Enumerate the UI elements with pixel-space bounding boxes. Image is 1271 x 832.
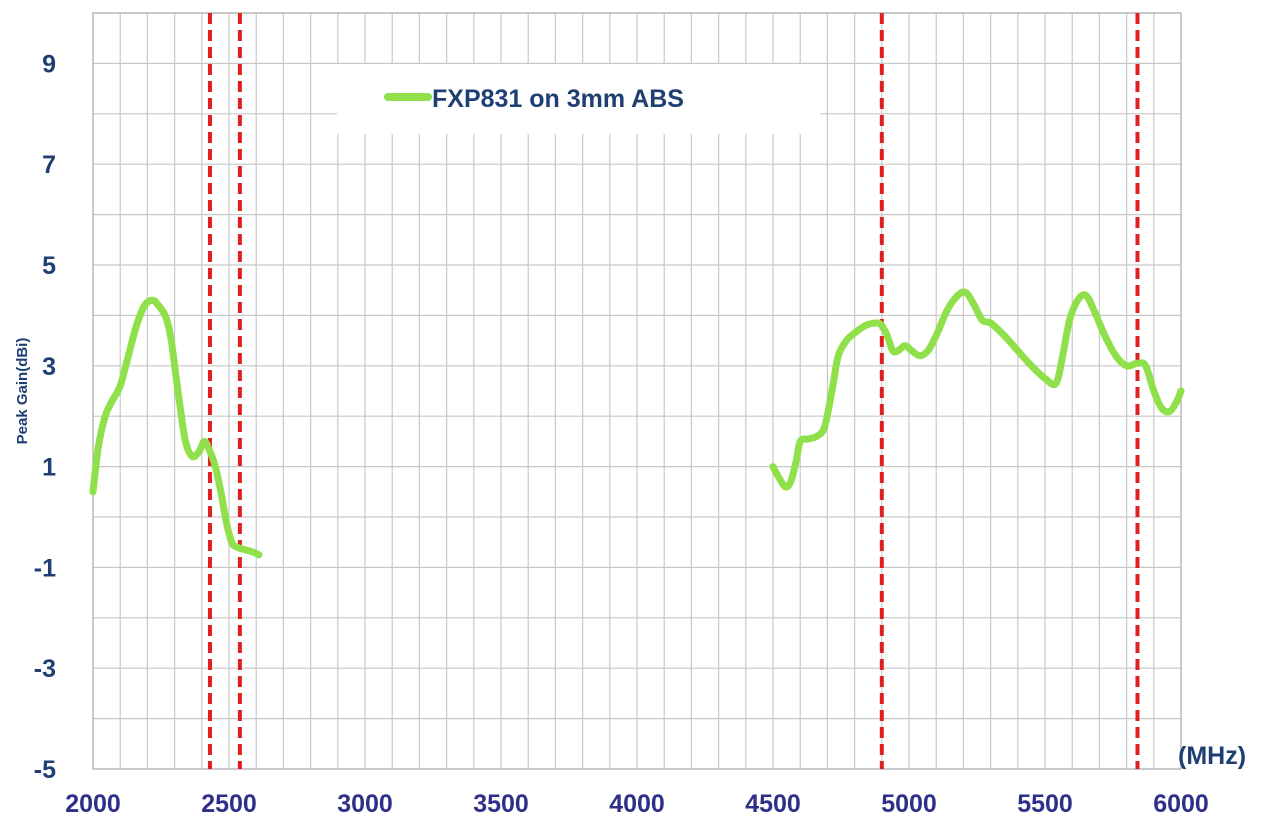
y-tick-label: 9 (42, 50, 56, 78)
x-axis-unit-label: (MHz) (1178, 742, 1246, 770)
x-tick-label: 4000 (609, 790, 665, 818)
y-tick-label: 3 (42, 353, 56, 381)
x-tick-label: 5500 (1017, 790, 1073, 818)
x-tick-labels: 2000 2500 3000 3500 4000 4500 5000 5500 6000 (65, 790, 1209, 818)
series-group (89, 288, 1185, 559)
x-tick-label: 3500 (473, 790, 529, 818)
y-tick-label: 1 (42, 454, 56, 482)
y-tick-labels: -5 -3 -1 1 3 5 7 9 (34, 50, 56, 784)
x-tick-label: 4500 (745, 790, 801, 818)
y-tick-label: -3 (34, 655, 56, 683)
series-line-segment (769, 288, 1185, 491)
legend-label: FXP831 on 3mm ABS (432, 85, 684, 113)
x-tick-label: 6000 (1153, 790, 1209, 818)
grid (92, 12, 1182, 770)
x-tick-label: 5000 (881, 790, 937, 818)
vertical-markers (207, 13, 1140, 769)
y-tick-label: 5 (42, 252, 56, 280)
x-tick-label: 2500 (201, 790, 257, 818)
y-tick-label: -5 (34, 756, 56, 784)
y-axis-label: Peak Gain(dBi) (14, 338, 31, 445)
legend: FXP831 on 3mm ABS (337, 64, 820, 134)
x-tick-label: 3000 (337, 790, 393, 818)
x-tick-label: 2000 (65, 790, 121, 818)
y-tick-label: -1 (34, 554, 56, 582)
series-line-segment (89, 296, 263, 559)
y-tick-label: 7 (42, 151, 56, 179)
